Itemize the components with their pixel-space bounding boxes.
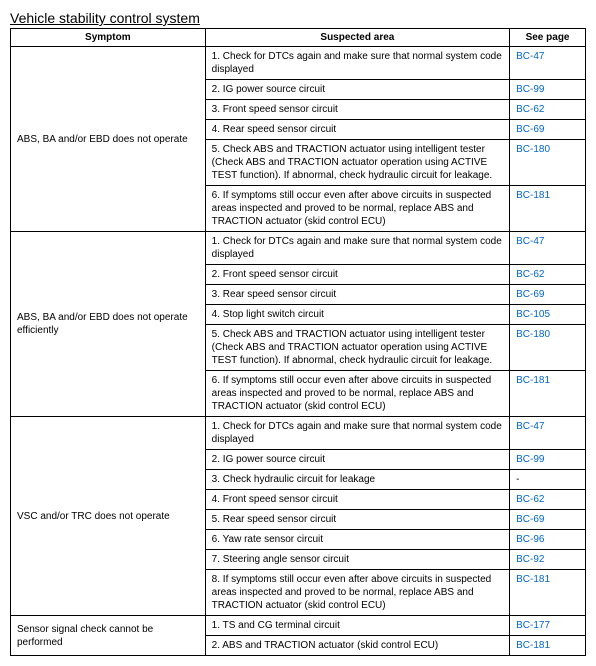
area-cell: 2. Front speed sensor circuit	[205, 265, 509, 285]
page-link[interactable]: BC-96	[516, 534, 544, 545]
table-row: ABS, BA and/or EBD does not operate effi…	[11, 232, 586, 265]
page-link[interactable]: BC-47	[516, 421, 544, 432]
area-cell: 6. If symptoms still occur even after ab…	[205, 186, 509, 232]
area-cell: 2. ABS and TRACTION actuator (skid contr…	[205, 636, 509, 656]
page-cell: BC-180	[510, 325, 586, 371]
symptom-cell: ABS, BA and/or EBD does not operate	[11, 47, 206, 232]
page-cell: -	[510, 470, 586, 490]
area-cell: 4. Rear speed sensor circuit	[205, 120, 509, 140]
area-cell: 1. Check for DTCs again and make sure th…	[205, 232, 509, 265]
area-cell: 8. If symptoms still occur even after ab…	[205, 570, 509, 616]
symptom-cell: Sensor signal check cannot be performed	[11, 616, 206, 656]
page-cell: BC-62	[510, 100, 586, 120]
header-page: See page	[510, 29, 586, 47]
page-cell: BC-92	[510, 550, 586, 570]
area-cell: 2. IG power source circuit	[205, 450, 509, 470]
page-cell: BC-181	[510, 371, 586, 417]
page-cell: BC-99	[510, 450, 586, 470]
page-link[interactable]: BC-69	[516, 514, 544, 525]
page-link[interactable]: BC-105	[516, 309, 550, 320]
area-cell: 7. Steering angle sensor circuit	[205, 550, 509, 570]
page-link[interactable]: BC-69	[516, 289, 544, 300]
page-link[interactable]: BC-69	[516, 124, 544, 135]
page-link[interactable]: BC-181	[516, 574, 550, 585]
page-link[interactable]: BC-181	[516, 375, 550, 386]
page-cell: BC-180	[510, 140, 586, 186]
page-cell: BC-69	[510, 510, 586, 530]
page-cell: BC-47	[510, 232, 586, 265]
page-cell: BC-47	[510, 47, 586, 80]
page-link[interactable]: BC-62	[516, 269, 544, 280]
page-cell: BC-62	[510, 265, 586, 285]
area-cell: 4. Stop light switch circuit	[205, 305, 509, 325]
area-cell: 5. Rear speed sensor circuit	[205, 510, 509, 530]
page-link[interactable]: BC-181	[516, 640, 550, 651]
page-link[interactable]: BC-180	[516, 144, 550, 155]
header-symptom: Symptom	[11, 29, 206, 47]
area-cell: 6. If symptoms still occur even after ab…	[205, 371, 509, 417]
area-cell: 5. Check ABS and TRACTION actuator using…	[205, 140, 509, 186]
area-cell: 3. Rear speed sensor circuit	[205, 285, 509, 305]
area-cell: 1. TS and CG terminal circuit	[205, 616, 509, 636]
page-cell: BC-96	[510, 530, 586, 550]
page-link[interactable]: BC-92	[516, 554, 544, 565]
area-cell: 2. IG power source circuit	[205, 80, 509, 100]
symptom-cell: ABS, BA and/or EBD does not operate effi…	[11, 232, 206, 417]
page-link[interactable]: BC-180	[516, 329, 550, 340]
page-cell: BC-181	[510, 636, 586, 656]
area-cell: 4. Front speed sensor circuit	[205, 490, 509, 510]
page-title: Vehicle stability control system	[10, 10, 586, 26]
table-row: VSC and/or TRC does not operate1. Check …	[11, 417, 586, 450]
area-cell: 1. Check for DTCs again and make sure th…	[205, 47, 509, 80]
header-area: Suspected area	[205, 29, 509, 47]
area-cell: 3. Front speed sensor circuit	[205, 100, 509, 120]
page-cell: BC-105	[510, 305, 586, 325]
symptom-cell: VSC and/or TRC does not operate	[11, 417, 206, 616]
page-link[interactable]: BC-47	[516, 236, 544, 247]
table-row: ABS, BA and/or EBD does not operate1. Ch…	[11, 47, 586, 80]
page-link[interactable]: BC-181	[516, 190, 550, 201]
area-cell: 1. Check for DTCs again and make sure th…	[205, 417, 509, 450]
page-cell: BC-69	[510, 120, 586, 140]
area-cell: 5. Check ABS and TRACTION actuator using…	[205, 325, 509, 371]
page-link[interactable]: BC-99	[516, 454, 544, 465]
page-cell: BC-47	[510, 417, 586, 450]
page-cell: BC-181	[510, 186, 586, 232]
page-link[interactable]: BC-99	[516, 84, 544, 95]
page-link[interactable]: BC-177	[516, 620, 550, 631]
page-cell: BC-62	[510, 490, 586, 510]
page-link[interactable]: BC-62	[516, 494, 544, 505]
page-cell: BC-99	[510, 80, 586, 100]
area-cell: 3. Check hydraulic circuit for leakage	[205, 470, 509, 490]
table-row: Sensor signal check cannot be performed1…	[11, 616, 586, 636]
page-cell: BC-69	[510, 285, 586, 305]
page-cell: BC-177	[510, 616, 586, 636]
page-cell: BC-181	[510, 570, 586, 616]
page-link[interactable]: BC-62	[516, 104, 544, 115]
area-cell: 6. Yaw rate sensor circuit	[205, 530, 509, 550]
page-link[interactable]: BC-47	[516, 51, 544, 62]
